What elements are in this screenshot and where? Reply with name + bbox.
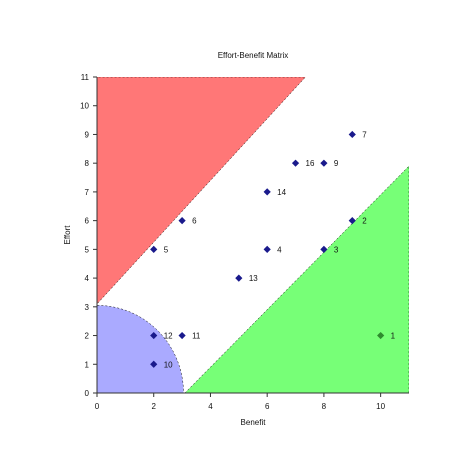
y-tick-label: 2 xyxy=(85,332,90,341)
x-axis-title: Benefit xyxy=(241,418,267,427)
high-benefit-zone xyxy=(184,165,409,393)
x-tick-label: 4 xyxy=(208,402,213,411)
y-axis-title: Effort xyxy=(63,225,72,245)
data-point-label: 10 xyxy=(164,360,173,369)
y-tick-label: 9 xyxy=(85,130,90,139)
data-point-marker[interactable] xyxy=(348,130,356,139)
y-tick-label: 0 xyxy=(85,389,90,398)
data-point-marker[interactable] xyxy=(263,245,271,253)
data-point-marker[interactable] xyxy=(178,331,186,340)
data-point-label: 7 xyxy=(362,130,367,139)
data-point-label: 16 xyxy=(306,159,315,168)
y-tick-label: 11 xyxy=(81,73,90,82)
y-tick-label: 10 xyxy=(80,102,89,111)
data-point-label: 6 xyxy=(192,217,197,226)
low-effort-zone xyxy=(97,305,184,393)
data-point-label: 13 xyxy=(249,274,258,283)
high-effort-zone xyxy=(97,77,306,305)
x-tick-label: 6 xyxy=(265,402,270,411)
data-point-label: 2 xyxy=(362,217,367,226)
data-point-marker[interactable] xyxy=(320,159,328,167)
y-tick-label: 3 xyxy=(85,303,90,312)
data-point-label: 11 xyxy=(192,332,201,341)
data-point-label: 5 xyxy=(164,245,169,254)
data-point-marker[interactable] xyxy=(235,274,243,282)
x-tick-label: 8 xyxy=(322,402,327,411)
data-point-marker[interactable] xyxy=(150,331,158,340)
data-point-marker[interactable] xyxy=(178,217,186,225)
data-point-label: 12 xyxy=(164,332,173,341)
data-point-marker[interactable] xyxy=(291,159,300,167)
data-point-marker[interactable] xyxy=(377,331,385,340)
y-tick-label: 7 xyxy=(85,188,90,197)
data-point-label: 14 xyxy=(277,188,286,197)
x-tick-label: 10 xyxy=(376,402,385,411)
data-point-label: 3 xyxy=(334,245,339,254)
x-tick-label: 2 xyxy=(152,402,157,411)
y-tick-label: 6 xyxy=(85,217,90,226)
y-tick-label: 1 xyxy=(85,360,90,369)
data-point-label: 4 xyxy=(277,245,282,254)
data-point-marker[interactable] xyxy=(348,217,356,225)
x-tick-label: 0 xyxy=(95,402,100,411)
data-point-marker[interactable] xyxy=(263,188,271,196)
y-tick-label: 5 xyxy=(85,245,90,254)
y-tick-label: 8 xyxy=(85,159,90,168)
data-point-marker[interactable] xyxy=(320,245,328,253)
data-point-label: 9 xyxy=(334,159,339,168)
y-tick-label: 4 xyxy=(85,274,90,283)
chart-title: Effort-Benefit Matrix xyxy=(218,51,289,60)
data-point-label: 1 xyxy=(391,332,396,341)
data-point-marker[interactable] xyxy=(150,245,158,253)
data-point-marker[interactable] xyxy=(150,360,158,368)
